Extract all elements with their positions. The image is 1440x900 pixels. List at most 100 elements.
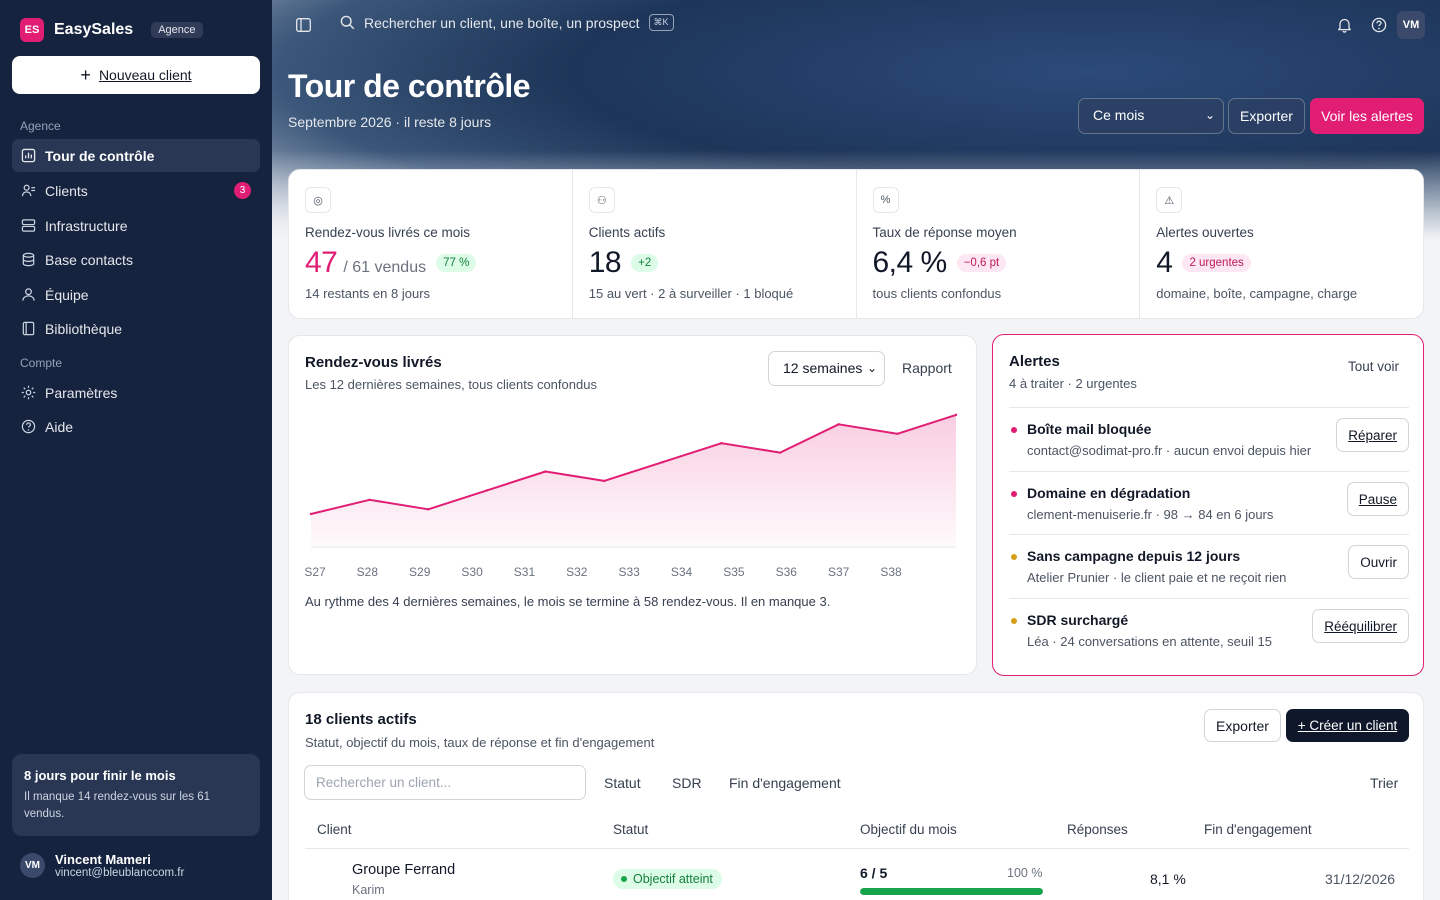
kpi-strip: ◎ Rendez-vous livrés ce mois 47 / 61 ven… [288,169,1424,319]
see-all-alerts-link[interactable]: Tout voir [1347,359,1399,374]
sidebar-item-team[interactable]: Équipe [12,278,260,311]
kpi-response-rate: % Taux de réponse moyen 6,4 % −0,6 pt to… [857,170,1141,318]
column-header-responses[interactable]: Réponses [1067,822,1128,837]
range-select[interactable]: 12 semaines ⌄ [768,351,885,386]
client-name[interactable]: Groupe Ferrand [352,862,456,878]
objective-progress-bar [860,888,1043,895]
column-header-end[interactable]: Fin d'engagement [1204,822,1312,837]
objective-percent: 100 % [1007,866,1043,880]
meetings-area-chart: S27 S28 S29 S30 S31 S32 S33 S34 S35 S36 S37 S38 [304,413,958,579]
avatar[interactable]: VM [1397,11,1425,39]
kpi-value-row: 6,4 % −0,6 pt [873,246,1007,280]
sidebar-item-settings[interactable]: Paramètres [12,376,260,409]
client-search-input[interactable] [304,765,586,800]
export-clients-button[interactable]: Exporter [1204,709,1281,742]
meetings-chart-card: Rendez-vous livrés Les 12 dernières sema… [288,335,977,675]
chart-point [544,470,547,473]
sort-button[interactable]: Trier [1370,775,1399,791]
alert-item: SDR surchargé Léa · 24 conversations en … [1009,598,1409,661]
user-name: Vincent Mameri [55,852,151,867]
chart-point [661,460,665,464]
x-tick-label: S34 [671,565,693,579]
sidebar-item-contacts[interactable]: Base contacts [12,243,260,276]
open-button[interactable]: Ouvrir [1348,545,1409,579]
global-search[interactable]: Rechercher un client, une boîte, un pros… [340,14,674,31]
dashboard-icon [21,148,36,163]
sidebar-item-infrastructure[interactable]: Infrastructure [12,209,260,242]
kpi-meetings: ◎ Rendez-vous livrés ce mois 47 / 61 ven… [289,170,573,318]
repair-button[interactable]: Réparer [1336,418,1409,452]
column-header-objective[interactable]: Objectif du mois [860,822,957,837]
kpi-pill: 77 % [436,254,477,272]
period-select[interactable]: Ce mois ⌄ [1078,98,1224,134]
brand[interactable]: ES EasySales Agence [20,18,203,42]
chart-point [778,451,782,454]
sidebar-item-clients[interactable]: Clients 3 [12,174,260,207]
kpi-label: Alertes ouvertes [1156,225,1254,240]
kpi-label: Taux de réponse moyen [872,225,1017,240]
alert-status-dot [1011,554,1017,560]
kpi-of: / 61 vendus [343,259,427,276]
response-rate: 8,1 % [1150,871,1186,887]
sidebar-toggle-icon[interactable] [296,18,311,32]
sidebar-item-label: Base contacts [45,251,133,268]
x-tick-label: S28 [357,565,379,579]
kpi-value-row: 4 2 urgentes [1156,246,1251,280]
chart-point [837,423,840,426]
search-icon [340,15,355,30]
users-icon: ⚇ [588,187,615,213]
month-card-title: 8 jours pour finir le mois [24,768,176,783]
objective-progress-fill [860,888,1043,895]
new-client-button[interactable]: + Nouveau client [12,56,260,94]
kpi-foot: 14 restants en 8 jours [305,286,431,301]
kpi-open-alerts: ⚠ Alertes ouvertes 4 2 urgentes domaine,… [1140,170,1423,318]
kpi-label: Rendez-vous livrés ce mois [305,225,471,240]
alerts-card: Alertes 4 à traiter · 2 urgentes Tout vo… [992,334,1424,676]
sidebar-item-label: Clients [45,182,88,199]
help-icon[interactable] [1371,17,1387,33]
server-icon [21,219,36,232]
rebalance-button[interactable]: Rééquilibrer [1312,609,1409,643]
sidebar-item-library[interactable]: Bibliothèque [12,312,260,345]
sidebar-item-label: Bibliothèque [45,320,123,337]
x-tick-label: S38 [880,565,902,579]
sidebar: ES EasySales Agence + Nouveau client Age… [0,0,272,900]
alerts-card-title: Alertes [1009,353,1060,370]
alert-title: Boîte mail bloquée [1027,421,1152,437]
kpi-foot: 15 au vert · 2 à surveiller · 1 bloqué [588,286,794,301]
active-clients-card: 18 clients actifs Statut, objectif du mo… [288,692,1424,900]
x-tick-label: S35 [723,565,745,579]
user-profile[interactable]: VM Vincent Mameri vincent@bleublanccom.f… [20,852,184,879]
column-header-client[interactable]: Client [317,822,352,837]
pause-button[interactable]: Pause [1346,482,1409,516]
filter-end-date[interactable]: Fin d'engagement [729,775,841,791]
chart-card-subtitle: Les 12 dernières semaines, tous clients … [305,377,597,392]
filter-status[interactable]: Statut [604,775,641,791]
warning-icon: ⚠ [1156,187,1183,213]
kpi-label: Clients actifs [588,225,666,240]
clients-count-badge: 3 [234,182,251,199]
chevron-down-icon: ⌄ [866,361,877,375]
column-header-status[interactable]: Statut [613,822,649,837]
month-card-text: Il manque 14 rendez-vous sur les 61 vend… [24,791,211,820]
alerts-card-subtitle: 4 à traiter · 2 urgentes [1009,376,1137,391]
export-button[interactable]: Exporter [1228,98,1305,134]
report-link[interactable]: Rapport [902,360,952,376]
section-label-agence: Agence [20,119,61,133]
kpi-value-row: 18 +2 [589,246,659,280]
chart-point [485,489,489,492]
x-tick-label: S37 [828,565,850,579]
filter-sdr[interactable]: SDR [672,775,702,791]
users-icon [21,184,36,197]
x-tick-label: S29 [409,565,431,579]
alert-title: Domaine en dégradation [1027,485,1191,501]
view-alerts-button[interactable]: Voir les alertes [1310,98,1424,134]
chart-point [427,508,430,511]
create-client-button[interactable]: + Créer un client [1286,709,1409,742]
alert-desc: Atelier Prunier · le client paie et ne r… [1027,570,1287,585]
sidebar-item-help[interactable]: Aide [12,410,260,443]
sidebar-item-dashboard[interactable]: Tour de contrôle [12,139,260,172]
x-tick-label: S27 [304,565,326,579]
alert-status-dot [1011,618,1017,624]
bell-icon[interactable] [1337,17,1352,33]
